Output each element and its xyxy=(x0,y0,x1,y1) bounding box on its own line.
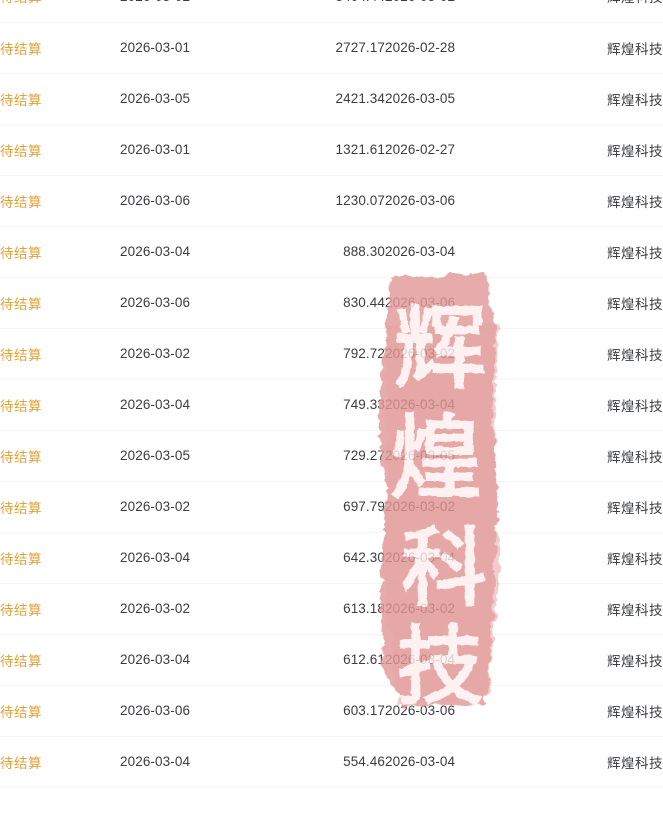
cell-settlement-status: 待结算 xyxy=(0,124,120,176)
cell-settlement-status: 待结算 xyxy=(0,736,120,788)
table-row[interactable]: 待结算 2026-03-04 888.30 2026-03-04 辉煌科技 xyxy=(0,226,663,278)
cell-order-date: 2026-03-05 xyxy=(120,430,270,482)
cell-settlement-date: 2026-03-04 xyxy=(385,736,545,788)
table-row[interactable]: 待结算 2026-03-02 697.79 2026-03-02 辉煌科技 xyxy=(0,481,663,533)
cell-merchant-name: 辉煌科技 xyxy=(545,430,663,482)
cell-settlement-status: 待结算 xyxy=(0,175,120,227)
cell-settlement-status: 待结算 xyxy=(0,226,120,278)
cell-settlement-date: 2026-03-02 xyxy=(385,0,545,23)
cell-merchant-name: 辉煌科技 xyxy=(545,175,663,227)
cell-amount: 612.61 xyxy=(270,634,385,686)
cell-settlement-status: 待结算 xyxy=(0,634,120,686)
cell-order-date: 2026-03-01 xyxy=(120,22,270,74)
cell-merchant-name: 辉煌科技 xyxy=(545,22,663,74)
table-row[interactable]: 待结算 2026-03-04 642.30 2026-03-04 辉煌科技 xyxy=(0,532,663,584)
settlement-orders-table: 待结算2026-03-023404.442026-03-02辉煌科技待结算202… xyxy=(0,0,663,788)
cell-settlement-status: 待结算 xyxy=(0,685,120,737)
cell-settlement-date: 2026-03-04 xyxy=(385,379,545,431)
cell-merchant-name: 辉煌科技 xyxy=(545,226,663,278)
table-row[interactable]: 待结算 2026-03-05 729.27 2026-03-05 辉煌科技 xyxy=(0,430,663,482)
cell-merchant-name: 辉煌科技 xyxy=(545,481,663,533)
table-row[interactable]: 待结算 2026-03-05 2421.34 2026-03-05 辉煌科技 xyxy=(0,73,663,125)
cell-amount: 603.17 xyxy=(270,685,385,737)
cell-amount: 749.33 xyxy=(270,379,385,431)
cell-settlement-date: 2026-03-02 xyxy=(385,583,545,635)
cell-settlement-status: 待结算 xyxy=(0,0,120,23)
table-row[interactable]: 待结算 2026-03-06 1230.07 2026-03-06 辉煌科技 xyxy=(0,175,663,227)
cell-order-date: 2026-03-04 xyxy=(120,379,270,431)
table-body: 待结算2026-03-023404.442026-03-02辉煌科技待结算202… xyxy=(0,0,663,788)
cell-order-date: 2026-03-02 xyxy=(120,481,270,533)
cell-order-date: 2026-03-06 xyxy=(120,175,270,227)
cell-order-date: 2026-03-04 xyxy=(120,634,270,686)
table-row[interactable]: 待结算 2026-03-01 2727.17 2026-02-28 辉煌科技 xyxy=(0,22,663,74)
cell-merchant-name: 辉煌科技 xyxy=(545,583,663,635)
cell-amount: 613.18 xyxy=(270,583,385,635)
cell-merchant-name: 辉煌科技 xyxy=(545,532,663,584)
table-row[interactable]: 待结算 2026-03-04 612.61 2026-03-04 辉煌科技 xyxy=(0,634,663,686)
cell-amount: 2727.17 xyxy=(270,22,385,74)
cell-settlement-date: 2026-03-02 xyxy=(385,481,545,533)
cell-settlement-status: 待结算 xyxy=(0,583,120,635)
cell-settlement-status: 待结算 xyxy=(0,22,120,74)
cell-amount: 1321.61 xyxy=(270,124,385,176)
cell-order-date: 2026-03-04 xyxy=(120,226,270,278)
table-row[interactable]: 待结算 2026-03-02 792.72 2026-03-02 辉煌科技 xyxy=(0,328,663,380)
table-row[interactable]: 待结算 2026-03-04 749.33 2026-03-04 辉煌科技 xyxy=(0,379,663,431)
cell-amount: 888.30 xyxy=(270,226,385,278)
table-row[interactable]: 待结算 2026-03-02 613.18 2026-03-02 辉煌科技 xyxy=(0,583,663,635)
cell-settlement-date: 2026-03-04 xyxy=(385,634,545,686)
cell-merchant-name: 辉煌科技 xyxy=(545,328,663,380)
cell-settlement-date: 2026-03-02 xyxy=(385,328,545,380)
cell-amount: 830.44 xyxy=(270,277,385,329)
cell-settlement-date: 2026-03-05 xyxy=(385,430,545,482)
cell-merchant-name: 辉煌科技 xyxy=(545,634,663,686)
cell-settlement-status: 待结算 xyxy=(0,277,120,329)
cell-merchant-name: 辉煌科技 xyxy=(545,124,663,176)
cell-merchant-name: 辉煌科技 xyxy=(545,277,663,329)
cell-settlement-date: 2026-02-28 xyxy=(385,22,545,74)
cell-order-date: 2026-03-06 xyxy=(120,277,270,329)
table-row[interactable]: 待结算 2026-03-04 554.46 2026-03-04 辉煌科技 xyxy=(0,736,663,788)
cell-merchant-name: 辉煌科技 xyxy=(545,0,663,23)
cell-merchant-name: 辉煌科技 xyxy=(545,685,663,737)
cell-order-date: 2026-03-01 xyxy=(120,124,270,176)
cell-settlement-status: 待结算 xyxy=(0,73,120,125)
cell-settlement-status: 待结算 xyxy=(0,379,120,431)
cell-merchant-name: 辉煌科技 xyxy=(545,73,663,125)
cell-settlement-status: 待结算 xyxy=(0,481,120,533)
cell-amount: 3404.44 xyxy=(270,0,385,23)
table-row[interactable]: 待结算 2026-03-01 1321.61 2026-02-27 辉煌科技 xyxy=(0,124,663,176)
cell-settlement-date: 2026-03-06 xyxy=(385,175,545,227)
cell-order-date: 2026-03-02 xyxy=(120,0,270,23)
table-row[interactable]: 待结算 2026-03-06 830.44 2026-03-06 辉煌科技 xyxy=(0,277,663,329)
cell-settlement-date: 2026-03-04 xyxy=(385,226,545,278)
cell-settlement-date: 2026-03-04 xyxy=(385,532,545,584)
cell-settlement-status: 待结算 xyxy=(0,532,120,584)
cell-amount: 792.72 xyxy=(270,328,385,380)
cell-order-date: 2026-03-04 xyxy=(120,532,270,584)
cell-merchant-name: 辉煌科技 xyxy=(545,379,663,431)
cell-order-date: 2026-03-06 xyxy=(120,685,270,737)
cell-amount: 1230.07 xyxy=(270,175,385,227)
table-row[interactable]: 待结算 2026-03-06 603.17 2026-03-06 辉煌科技 xyxy=(0,685,663,737)
cell-settlement-date: 2026-03-05 xyxy=(385,73,545,125)
cell-merchant-name: 辉煌科技 xyxy=(545,736,663,788)
cell-amount: 2421.34 xyxy=(270,73,385,125)
cell-amount: 697.79 xyxy=(270,481,385,533)
cell-order-date: 2026-03-05 xyxy=(120,73,270,125)
cell-order-date: 2026-03-04 xyxy=(120,736,270,788)
cell-amount: 642.30 xyxy=(270,532,385,584)
cell-order-date: 2026-03-02 xyxy=(120,328,270,380)
cell-settlement-date: 2026-03-06 xyxy=(385,277,545,329)
cell-settlement-date: 2026-02-27 xyxy=(385,124,545,176)
cell-amount: 554.46 xyxy=(270,736,385,788)
cell-settlement-status: 待结算 xyxy=(0,430,120,482)
cell-amount: 729.27 xyxy=(270,430,385,482)
cell-settlement-status: 待结算 xyxy=(0,328,120,380)
cell-order-date: 2026-03-02 xyxy=(120,583,270,635)
cell-settlement-date: 2026-03-06 xyxy=(385,685,545,737)
